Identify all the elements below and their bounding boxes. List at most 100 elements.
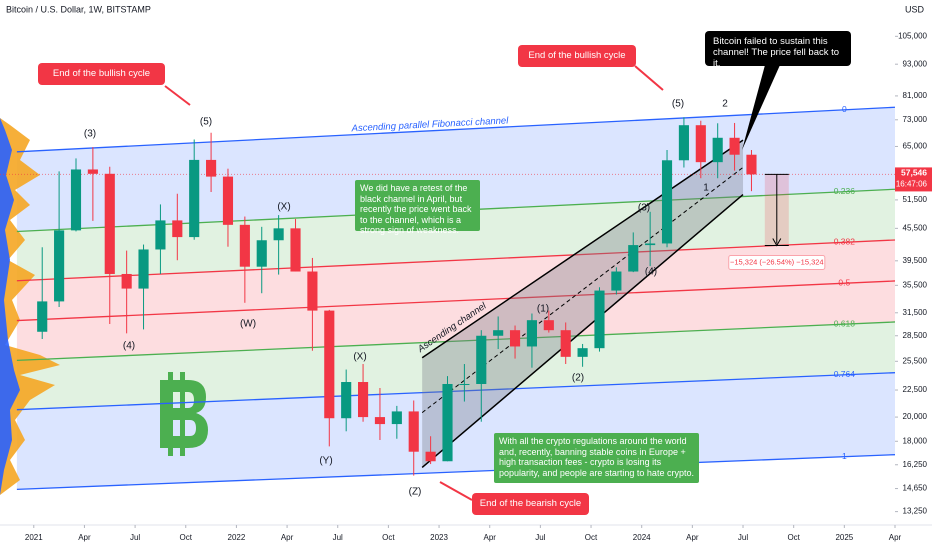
volume-profile [0, 118, 60, 495]
channel-line [421, 139, 744, 359]
fib-band [16, 239, 896, 321]
candle-body [442, 383, 453, 462]
candle-body [543, 320, 554, 331]
candle-body [645, 243, 656, 246]
symbol: Bitcoin / U.S. Dollar, 1W, BITSTAMP [6, 4, 151, 14]
callout: End of the bullish cycle (2021) [38, 63, 165, 95]
y-tick-label: 28,500 [903, 331, 928, 340]
y-tick-label: 20,000 [903, 412, 928, 421]
y-tick-label: 35,500 [903, 280, 928, 289]
channel-midline [421, 166, 744, 413]
y-tick-label: 93,000 [903, 59, 928, 68]
candle-body [628, 245, 639, 272]
y-tick-label: 18,000 [903, 436, 928, 445]
fib-level-line [16, 239, 896, 282]
wave-label: (3) [638, 203, 650, 214]
last-price-box [895, 167, 932, 192]
y-tick-label: 14,650 [903, 484, 928, 493]
candle-body [746, 154, 757, 175]
candle-body [206, 159, 217, 177]
candle-body [509, 330, 521, 347]
fib-level-line [16, 454, 896, 490]
candle-body [729, 137, 740, 155]
x-tick-label: Jul [738, 533, 748, 542]
wave-label: (3) [84, 129, 96, 140]
candle-body [54, 230, 65, 302]
wave-labels: (3) (5) (4) (X) (W) (X) (Y) (Z) (1) (2) … [84, 99, 728, 498]
measure-arrowhead [772, 238, 782, 247]
candle-body [222, 176, 234, 225]
channel-line [421, 194, 744, 469]
x-tick-label: Oct [787, 533, 800, 542]
candle-body [678, 125, 689, 161]
wave-label: (5) [200, 117, 212, 128]
fib-level-line [16, 280, 896, 322]
candle-body [307, 271, 318, 311]
price-axis [895, 0, 932, 550]
y-tick-label: 81,000 [903, 91, 928, 100]
y-tick-label: 105,000 [898, 31, 927, 40]
wave-label: (X) [353, 352, 366, 363]
last-price-label: 57,546 [901, 168, 927, 178]
x-tick-label: 2021 [25, 533, 43, 542]
candle-body [189, 159, 200, 238]
fib-band [16, 321, 896, 410]
x-tick-label: 2022 [228, 533, 246, 542]
y-tick-label: 73,000 [903, 115, 928, 124]
candle-body [577, 348, 588, 357]
y-tick-label: 45,500 [903, 223, 928, 232]
x-tick-label: 2024 [633, 533, 651, 542]
wave-label: (Z) [409, 487, 422, 498]
candle-body [37, 301, 48, 332]
x-tick-label: Oct [585, 533, 598, 542]
x-tick-label: 2023 [430, 533, 448, 542]
candle-body [661, 160, 673, 244]
y-tick-label: 16,250 [903, 460, 928, 469]
x-tick-label: Oct [382, 533, 395, 542]
volume-profile [0, 118, 20, 495]
x-tick-label: Oct [180, 533, 193, 542]
candle-body [695, 125, 706, 163]
fib-level-label: 0 [842, 104, 847, 114]
candle-body [87, 169, 98, 174]
callout-arrow [634, 65, 664, 91]
wave-label: 2 [722, 99, 728, 110]
candle-body [121, 273, 132, 289]
x-tick-label: Jul [535, 533, 545, 542]
x-tick-label: Apr [483, 533, 496, 542]
wave-label: (W) [240, 319, 256, 330]
candle-body [526, 320, 537, 347]
bitcoin-logo [160, 372, 208, 456]
fib-level-label: 0.618 [834, 318, 856, 328]
y-tick-label: 25,500 [903, 356, 928, 365]
candle-body [172, 220, 183, 238]
fib-level-label: 0.236 [834, 186, 856, 196]
y-tick-label: 13,250 [903, 507, 928, 516]
measure-label: −15,324 (−26.54%) −15,324 [730, 257, 824, 266]
candle-body [560, 330, 571, 357]
fib-band [16, 280, 896, 361]
candle-body [104, 173, 115, 274]
fib-band [16, 107, 896, 232]
candle-body [425, 451, 436, 462]
fib-band [16, 189, 896, 281]
wave-label: (Y) [319, 456, 332, 467]
y-tick-label: 22,500 [903, 385, 928, 394]
wave-label: (X) [277, 202, 290, 213]
wave-label: (5) [672, 99, 684, 110]
note: We did have a retest of the black channe… [355, 180, 480, 235]
candle-body [493, 330, 504, 336]
y-tick-label: 31,500 [903, 308, 928, 317]
wave-label: (4) [645, 267, 657, 278]
candle-body [611, 271, 622, 291]
y-tick-label: 51,500 [903, 195, 928, 204]
x-tick-label: Jul [130, 533, 140, 542]
callout: End of the bullish cycle (2024) [518, 45, 636, 77]
callout: Bitcoin failed to sustain this channel! … [705, 31, 851, 69]
callout-arrow [439, 481, 473, 501]
fib-level-label: 0.382 [834, 237, 856, 247]
candle-body [712, 137, 723, 163]
